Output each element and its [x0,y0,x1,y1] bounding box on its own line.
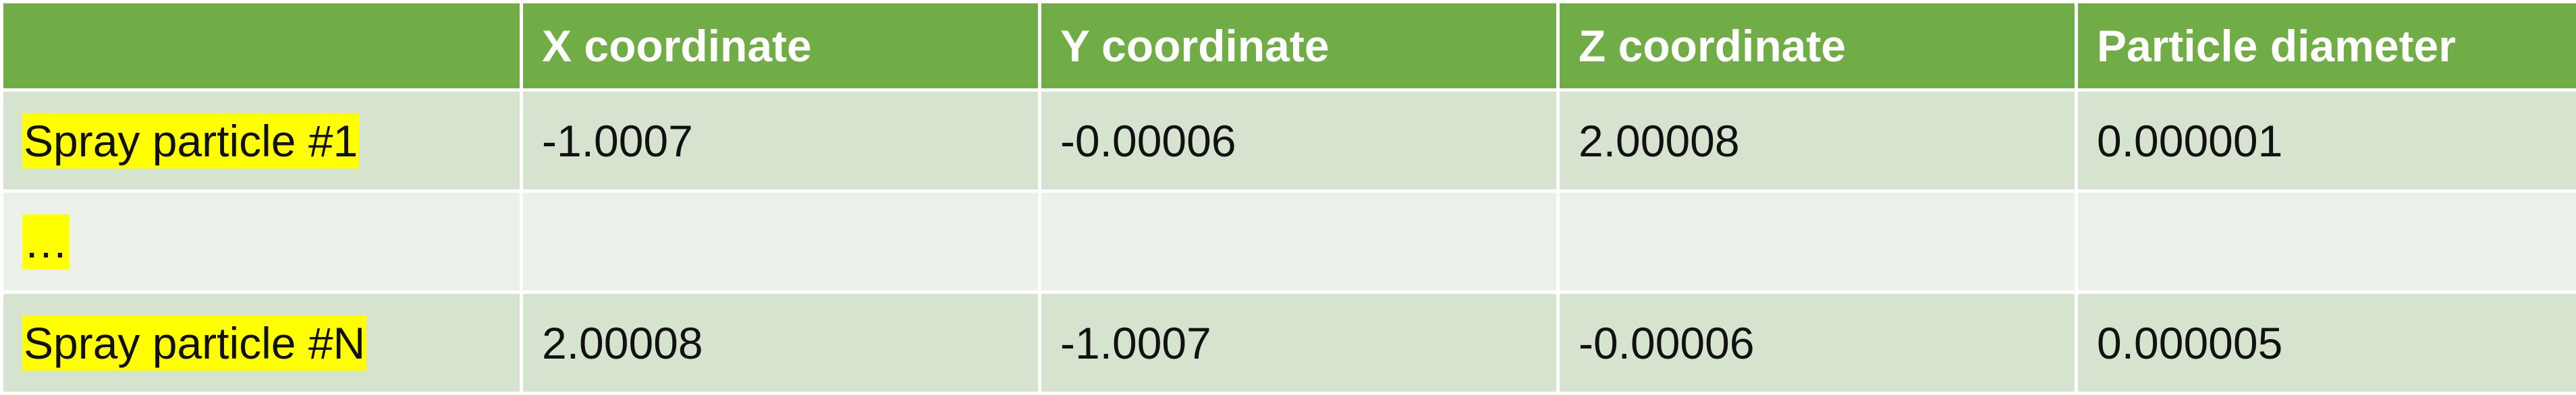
table-row: Spray particle #N 2.00008 -1.0007 -0.000… [3,294,2576,392]
particle-diameter-cell [2078,193,2576,291]
header-cell-particle-diameter: Particle diameter [2078,3,2576,88]
row-label-cell: … [3,193,520,291]
table-row: Spray particle #1 -1.0007 -0.00006 2.000… [3,92,2576,189]
particle-diameter-cell: 0.000001 [2078,92,2576,189]
row-label: … [22,214,70,270]
header-row: X coordinate Y coordinate Z coordinate P… [3,3,2576,88]
row-label: Spray particle #N [22,315,367,371]
row-label: Spray particle #1 [22,113,360,169]
table-row: … [3,193,2576,291]
x-coordinate-cell: -1.0007 [523,92,1038,189]
y-coordinate-cell [1041,193,1556,291]
x-coordinate-cell [523,193,1038,291]
z-coordinate-cell [1560,193,2075,291]
z-coordinate-cell: 2.00008 [1560,92,2075,189]
header-cell-y-coordinate: Y coordinate [1041,3,1556,88]
particle-diameter-cell: 0.000005 [2078,294,2576,392]
row-label-cell: Spray particle #1 [3,92,520,189]
header-cell-x-coordinate: X coordinate [523,3,1038,88]
y-coordinate-cell: -0.00006 [1041,92,1556,189]
z-coordinate-cell: -0.00006 [1560,294,2075,392]
y-coordinate-cell: -1.0007 [1041,294,1556,392]
header-cell-label [3,3,520,88]
x-coordinate-cell: 2.00008 [523,294,1038,392]
header-cell-z-coordinate: Z coordinate [1560,3,2075,88]
row-label-cell: Spray particle #N [3,294,520,392]
